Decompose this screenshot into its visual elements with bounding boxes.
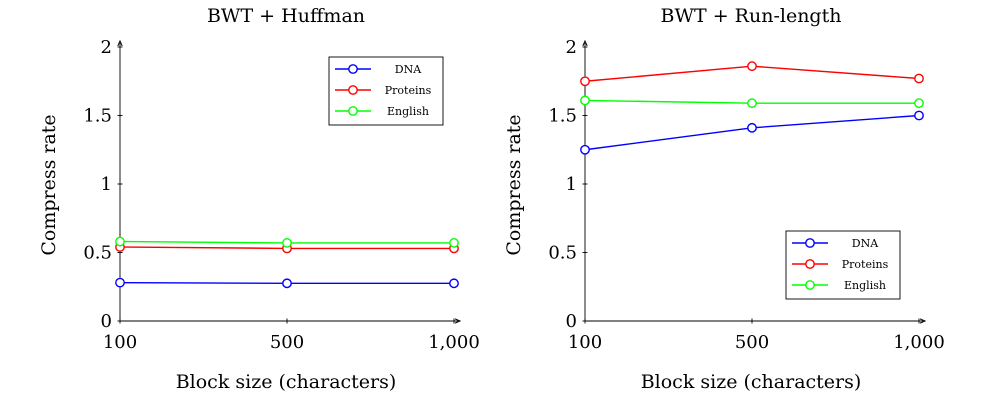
y-tick-label: 2 [566,37,577,58]
data-point [580,95,590,106]
y-axis-label: Compress rate [38,114,60,255]
y-tick-label: 0 [101,311,112,332]
legend-label: English [844,279,886,292]
legend-swatch-marker [805,280,815,290]
y-tick-label: 0 [566,311,577,332]
y-tick-label: 0.5 [548,243,577,264]
x-tick-label: 100 [103,332,137,353]
y-ticks: 0 0.5 1 1.5 2 [83,37,123,332]
data-point [747,61,757,72]
legend: DNA Proteins English [328,56,444,126]
legend-item-english: English [792,279,886,292]
series-group [580,61,924,155]
data-point [115,236,125,247]
data-point [914,98,924,109]
chart-bwt-run-length: BWT + Run-length Compress rate Block siz… [503,5,945,393]
legend-label: DNA [852,237,879,250]
data-point [282,238,292,248]
data-point [747,122,757,133]
x-axis-label: Block size (characters) [176,371,397,393]
chart-title: BWT + Huffman [207,5,365,27]
data-point [449,278,459,289]
chart-title: BWT + Run-length [661,5,842,27]
legend-swatch-marker [348,64,358,74]
y-tick-label: 1 [101,174,112,195]
legend-swatch-marker [348,85,358,95]
data-point [115,277,125,288]
legend-item-dna: DNA [792,237,879,250]
y-tick-label: 0.5 [83,243,112,264]
data-point [747,98,757,109]
series-dna [115,277,459,289]
legend-swatch-marker [805,238,815,248]
legend-item-english: English [335,105,429,118]
data-point [580,76,590,87]
x-tick-label: 1,000 [893,332,945,353]
series-dna [580,110,924,155]
data-point [449,238,459,248]
series-group [115,236,459,289]
x-tick-label: 1,000 [428,332,480,353]
legend-item-dna: DNA [335,63,422,76]
legend-box [328,56,444,126]
data-point [914,73,924,84]
axes [585,43,923,321]
series-english [115,236,459,248]
data-point [282,278,292,289]
legend-label: DNA [395,63,422,76]
legend-label: English [387,105,429,118]
x-tick-label: 500 [270,332,304,353]
y-axis-label: Compress rate [503,114,525,255]
y-tick-label: 1 [566,174,577,195]
y-tick-label: 2 [101,37,112,58]
legend: DNA Proteins English [785,230,901,300]
x-axis-label: Block size (characters) [641,371,862,393]
legend-label: Proteins [385,84,432,97]
series-english [580,95,924,109]
y-tick-label: 1.5 [548,106,577,127]
axes [120,43,458,321]
x-tick-label: 100 [568,332,602,353]
series-proteins [580,61,924,87]
x-ticks: 100 500 1,000 [568,318,945,353]
legend-label: Proteins [842,258,889,271]
x-ticks: 100 500 1,000 [103,318,480,353]
legend-item-proteins: Proteins [792,258,889,271]
data-point [914,110,924,121]
chart-bwt-huffman: BWT + Huffman Compress rate Block size (… [38,5,480,393]
y-ticks: 0 0.5 1 1.5 2 [548,37,588,332]
x-tick-label: 500 [735,332,769,353]
legend-swatch-marker [348,106,358,116]
data-point [580,144,590,155]
legend-item-proteins: Proteins [335,84,432,97]
y-tick-label: 1.5 [83,106,112,127]
legend-swatch-marker [805,259,815,269]
